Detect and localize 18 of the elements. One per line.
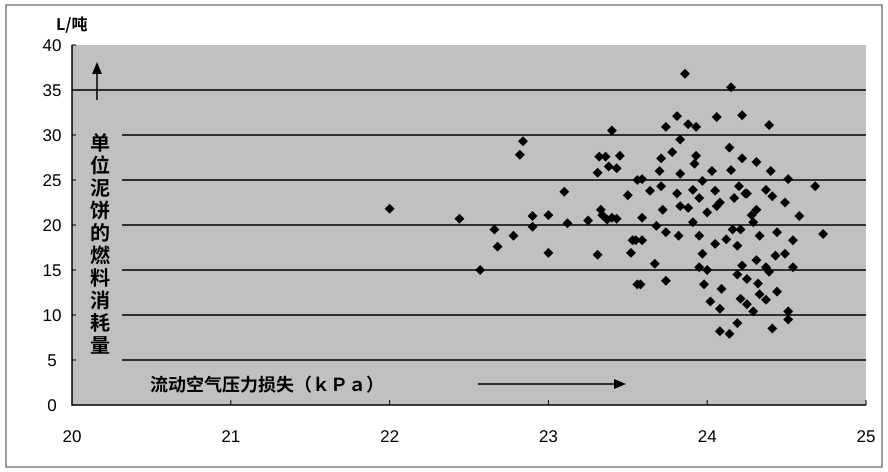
y-tick-label: 5 xyxy=(47,351,57,370)
y-tick-label: 40 xyxy=(42,36,62,55)
x-tick-label: 20 xyxy=(62,427,82,446)
y-tick-label: 10 xyxy=(42,306,62,325)
x-tick-label: 24 xyxy=(698,427,717,446)
x-tick-label: 23 xyxy=(538,427,558,446)
x-tick-label: 25 xyxy=(856,427,876,446)
x-tick-label: 22 xyxy=(380,427,400,446)
y-tick-label: 15 xyxy=(42,261,62,280)
text: L/吨 xyxy=(56,11,88,35)
x-tick-label: 21 xyxy=(221,427,240,446)
y-tick-label: 35 xyxy=(42,81,62,100)
x-axis-title: 流动空气压力损失（ｋＰａ） xyxy=(150,371,384,397)
y-tick-label: 30 xyxy=(42,126,62,145)
text: 单位泥饼的燃料消耗量 xyxy=(90,127,110,358)
y-tick-label: 0 xyxy=(47,396,57,415)
y-tick-label: 20 xyxy=(42,216,62,235)
y-tick-label: 25 xyxy=(42,171,62,190)
